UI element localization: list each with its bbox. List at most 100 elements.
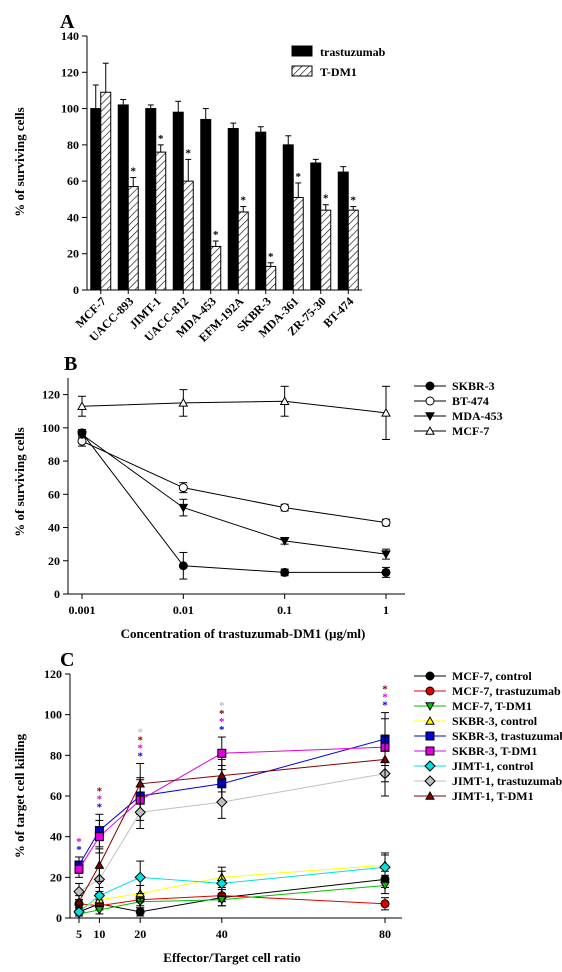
panel-c-data-point: [73, 906, 85, 918]
panel-a-bar: [255, 131, 267, 291]
panel-c-y-axis-label: % of target cell killing: [12, 733, 27, 858]
panel-b-series-line: [81, 440, 387, 524]
panel-b-data-point: [178, 483, 188, 493]
panel-a-bar: [117, 104, 129, 291]
panel-a-bar: [337, 171, 349, 291]
panel-c-significance-marker: *: [219, 724, 225, 736]
panel-c-significance-marker: *: [76, 836, 82, 848]
panel-a-legend-label: trastuzumab: [320, 45, 386, 59]
panel-a-legend-swatch: [291, 65, 313, 77]
panel-b-y-tick-label: 80: [48, 454, 60, 468]
panel-b-legend-label: SKBR-3: [452, 379, 495, 393]
panel-b-x-tick-label: 0.1: [277, 603, 292, 617]
panel-c-significance-marker: *: [97, 793, 103, 805]
panel-a-significance-marker: *: [186, 147, 192, 159]
panel-b-data-point: [279, 396, 290, 405]
panel-c-legend-label: JIMT-1, control: [452, 759, 534, 773]
panel-b-series-line: [81, 432, 386, 573]
panel-a-bar: [182, 180, 194, 291]
panel-c-significance-marker: *: [137, 734, 143, 746]
panel-b-label: B: [64, 353, 77, 375]
panel-a-bar: [200, 118, 212, 291]
panel-b-y-tick-label: 20: [48, 554, 60, 568]
panel-a-bar: [172, 111, 184, 291]
panel-b-legend-marker: [425, 396, 435, 406]
panel-b-y-tick-label: 40: [48, 521, 60, 535]
panel-c-legend-marker: [425, 671, 435, 681]
panel-c-significance-marker: *: [97, 785, 103, 797]
panel-a-bar: [210, 245, 222, 291]
panel-c-y-tick-label: 40: [50, 830, 62, 844]
panel-c-data-point: [380, 899, 390, 909]
panel-a-bar: [347, 209, 359, 291]
panel-c-legend-label: MCF-7, control: [452, 669, 532, 683]
panel-b-data-point: [381, 407, 391, 417]
panel-c-data-point: [93, 889, 106, 902]
panel-b-y-tick-label: 60: [48, 487, 60, 501]
panel-c: C % of target cell killing Effector/Targ…: [12, 649, 562, 965]
panel-c-series-line: [78, 738, 386, 866]
panel-a-significance-marker: *: [268, 251, 274, 263]
panel-b-x-tick-label: 0.01: [173, 603, 194, 617]
panel-c-data-point: [74, 864, 84, 874]
panel-c-data-point: [135, 778, 146, 788]
panel-b-series-line: [81, 400, 387, 414]
panel-b-x-tick-label: 0.001: [69, 603, 96, 617]
panel-b-data-point: [77, 401, 87, 410]
panel-c-legend-label: JIMT-1, trastuzumab: [452, 774, 562, 788]
panel-a-y-tick-label: 40: [67, 210, 79, 224]
panel-b-data-point: [381, 550, 391, 560]
panel-c-x-tick-label: 5: [76, 927, 82, 941]
panel-a-significance-marker: *: [158, 133, 164, 145]
panel-c-legend-marker: [425, 746, 435, 756]
panel-c-legend-marker: [424, 775, 436, 787]
panel-a-bar: [227, 128, 239, 291]
panel-c-legend-marker: [425, 702, 435, 712]
panel-b-data-point: [178, 503, 189, 513]
panel-c-data-point: [216, 896, 227, 905]
panel-b-x-tick-label: 1: [383, 603, 389, 617]
panel-a-significance-marker: *: [213, 229, 219, 241]
panel-c-data-point: [380, 881, 390, 891]
panel-c-y-tick-label: 60: [50, 789, 62, 803]
panel-c-significance-marker: *: [76, 844, 82, 856]
panel-a-bar: [292, 196, 304, 291]
panel-a-bar: [310, 162, 322, 291]
panel-a-x-tick-label: BT-474: [320, 294, 356, 330]
panel-c-y-tick-label: 0: [56, 911, 62, 925]
panel-c-legend-marker: [424, 760, 436, 772]
panel-a-bar: [127, 186, 139, 291]
panel-c-legend-label: MCF-7, trastuzumab: [452, 684, 561, 698]
panel-a-bar: [90, 108, 102, 291]
panel-c-data-point: [380, 754, 390, 764]
panel-c-legend-marker: [425, 715, 435, 725]
panel-c-legend-marker: [425, 790, 435, 800]
panel-c-significance-marker: *: [137, 742, 143, 754]
panel-c-x-axis-label: Effector/Target cell ratio: [163, 950, 300, 965]
panel-a-bar: [320, 209, 332, 291]
panel-c-significance-marker: *: [137, 750, 143, 762]
panel-c-significance-marker: *: [219, 716, 225, 728]
panel-a-legend-swatch: [291, 45, 313, 57]
panel-b-y-tick-label: 0: [54, 587, 60, 601]
panel-c-data-point: [216, 877, 228, 890]
panel-c-significance-marker: *: [382, 684, 388, 696]
panel-c-y-tick-label: 80: [50, 748, 62, 762]
panel-b-legend-label: MDA-453: [452, 409, 503, 423]
panel-c-legend-label: JIMT-1, T-DM1: [452, 789, 534, 803]
panel-a-y-tick-label: 0: [73, 283, 79, 297]
panel-a-legend-label: T-DM1: [320, 65, 357, 79]
panel-a-significance-marker: *: [323, 193, 329, 205]
panel-c-data-point: [135, 907, 145, 917]
panel-a-y-tick-label: 140: [61, 29, 79, 43]
panel-b-data-point: [77, 430, 87, 440]
panel-a-bar: [265, 265, 277, 291]
panel-a-y-axis-label: % of surviving cells: [12, 107, 27, 216]
panel-c-y-tick-label: 100: [44, 708, 62, 722]
panel-a-significance-marker: *: [296, 171, 302, 183]
panel-c-label: C: [60, 649, 74, 671]
panel-b-legend-label: BT-474: [452, 394, 489, 408]
panel-a-significance-marker: *: [241, 195, 247, 207]
panel-c-data-point: [94, 832, 104, 842]
